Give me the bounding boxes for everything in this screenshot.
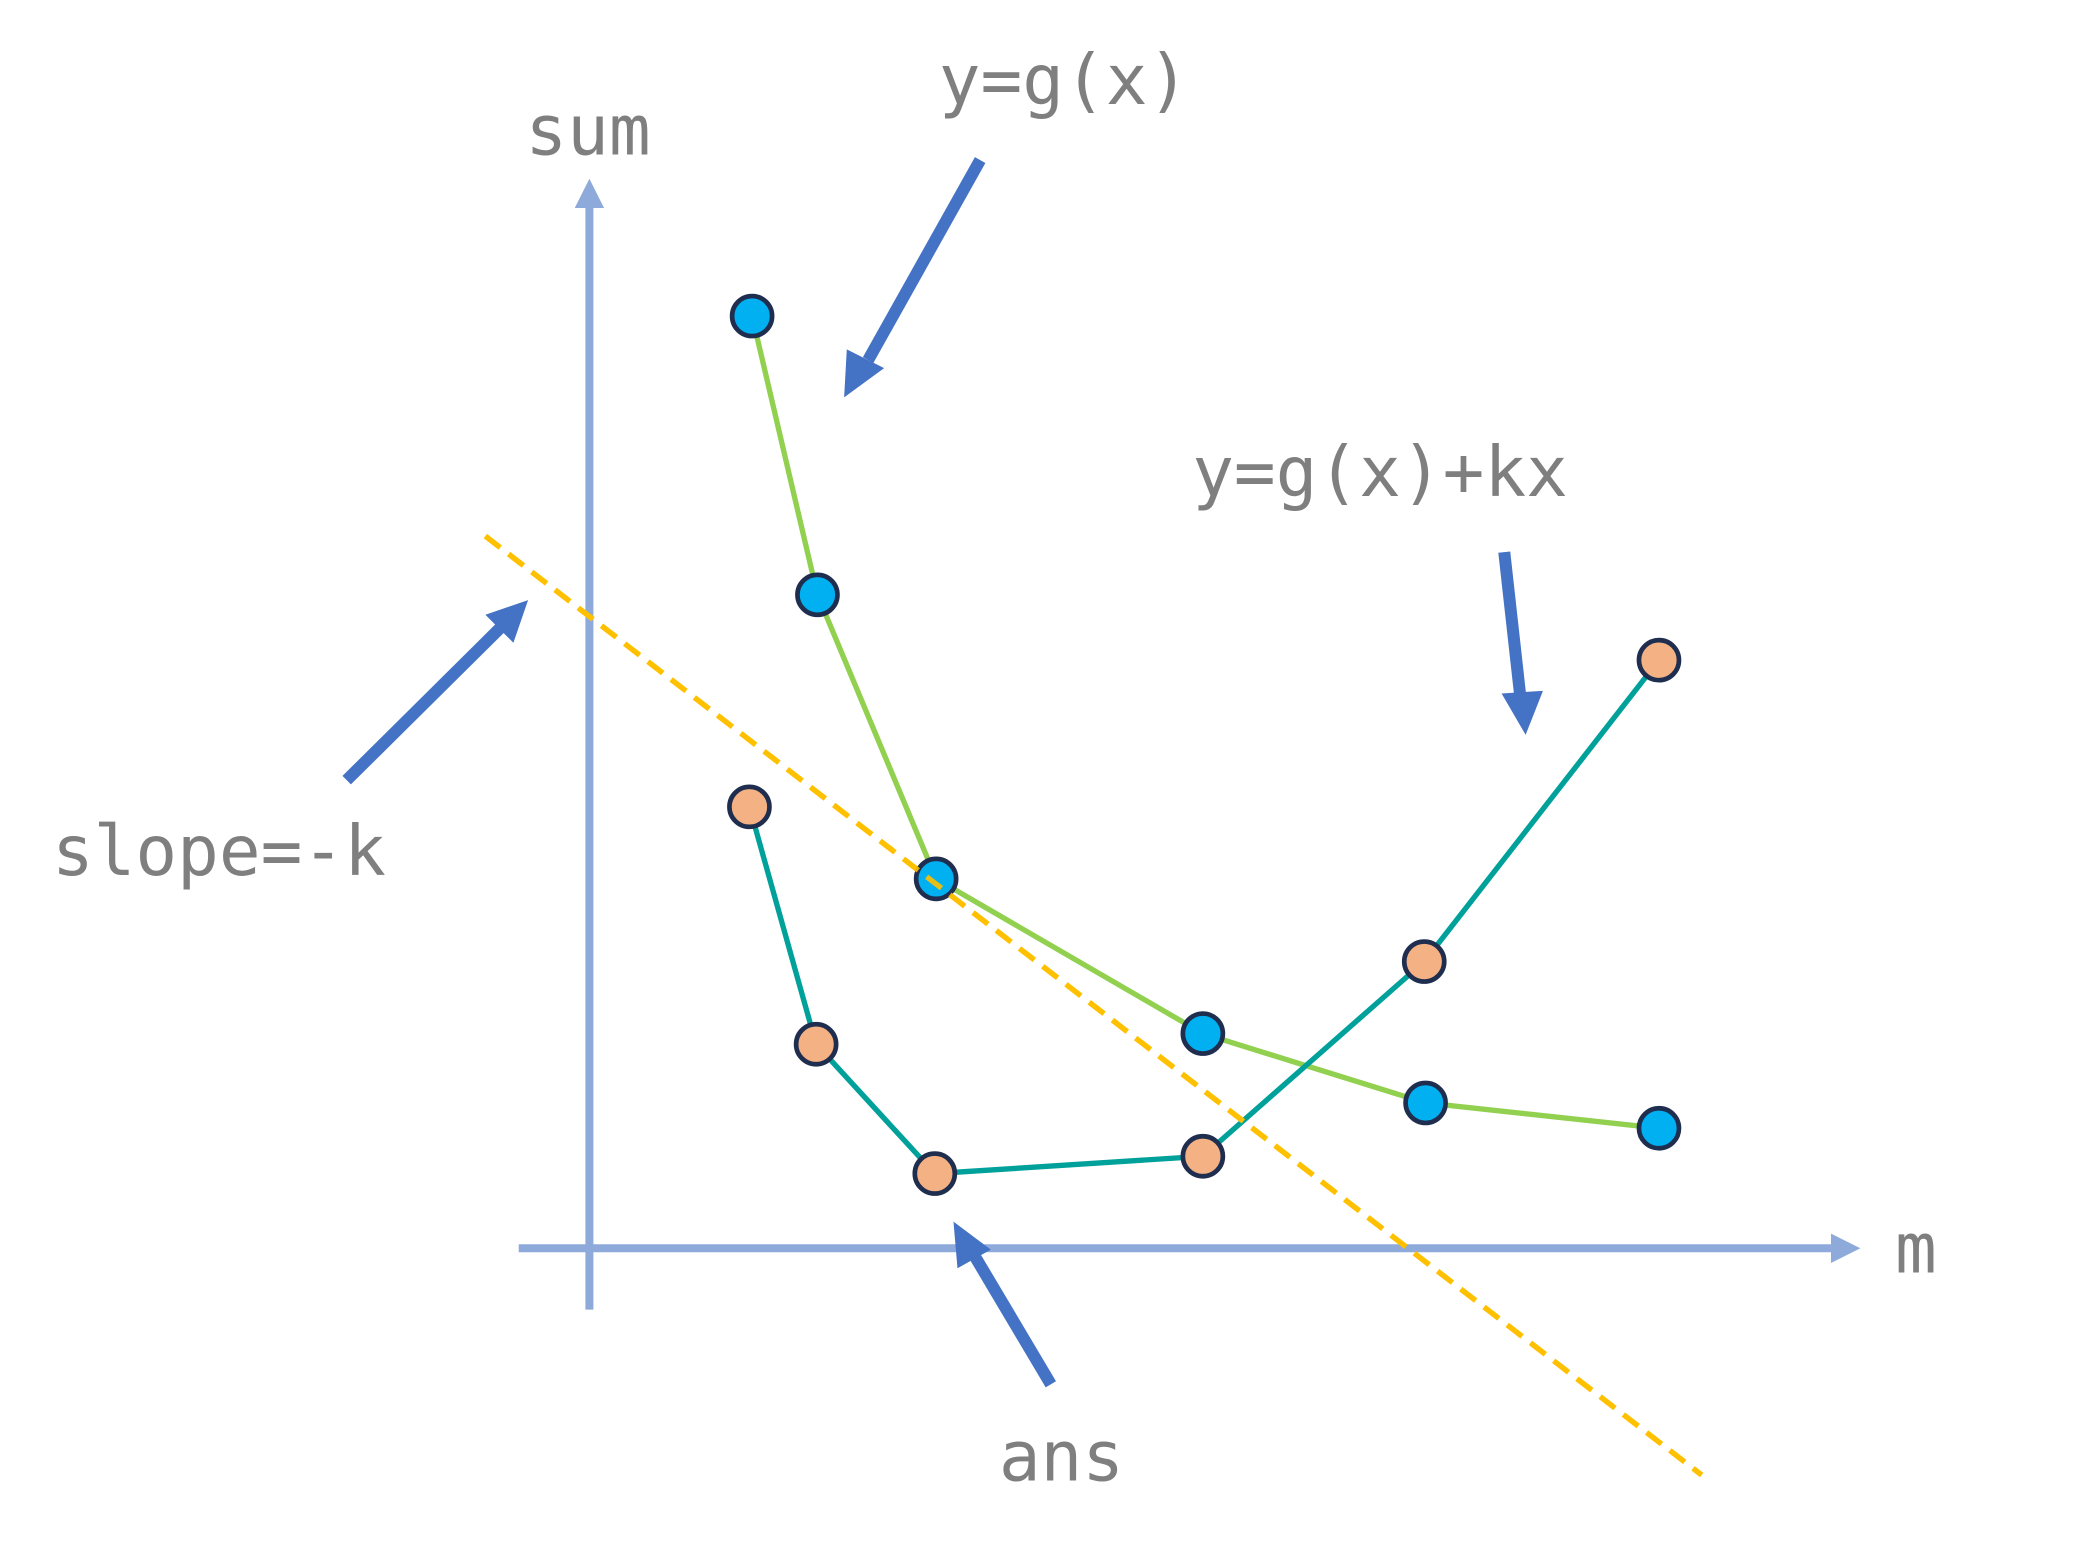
arrow-slope-shaft (342, 622, 506, 785)
y-axis-arrowhead (574, 178, 605, 209)
y-axis-label: sum (525, 92, 650, 172)
arrow-gkx-head (1501, 690, 1543, 735)
curve-g-label: y=g(x) (939, 41, 1189, 121)
data-point-gkx (1180, 1133, 1226, 1179)
arrow-ans-head (953, 1221, 991, 1269)
arrow-g-shaft (862, 157, 986, 364)
series-line-gkx (746, 658, 1662, 1177)
data-point-g (1636, 1105, 1682, 1151)
answer-label: ans (999, 1417, 1124, 1497)
data-point-g (795, 572, 840, 618)
data-point-g (913, 856, 959, 902)
data-point-gkx (1636, 637, 1682, 683)
slope-dashed-line-overlay (483, 534, 1704, 1478)
arrow-slope-head (485, 600, 529, 643)
data-point-gkx (793, 1021, 839, 1067)
x-axis-label: m (1895, 1209, 1937, 1289)
arrow-g-head (844, 349, 885, 398)
slope-label: slope=-k (52, 812, 386, 892)
data-point-gkx (1401, 939, 1447, 984)
data-point-g (1180, 1011, 1226, 1056)
arrow-gkx-shaft (1498, 551, 1527, 697)
data-point-gkx (727, 784, 772, 830)
data-point-g (729, 293, 775, 339)
x-axis-arrowhead (1831, 1233, 1861, 1263)
data-point-gkx (912, 1151, 958, 1196)
data-point-g (1403, 1080, 1448, 1126)
arrow-ans-shaft (969, 1253, 1056, 1388)
series-line-g (749, 315, 1660, 1131)
curve-gkx-label: y=g(x)+kx (1192, 433, 1568, 513)
